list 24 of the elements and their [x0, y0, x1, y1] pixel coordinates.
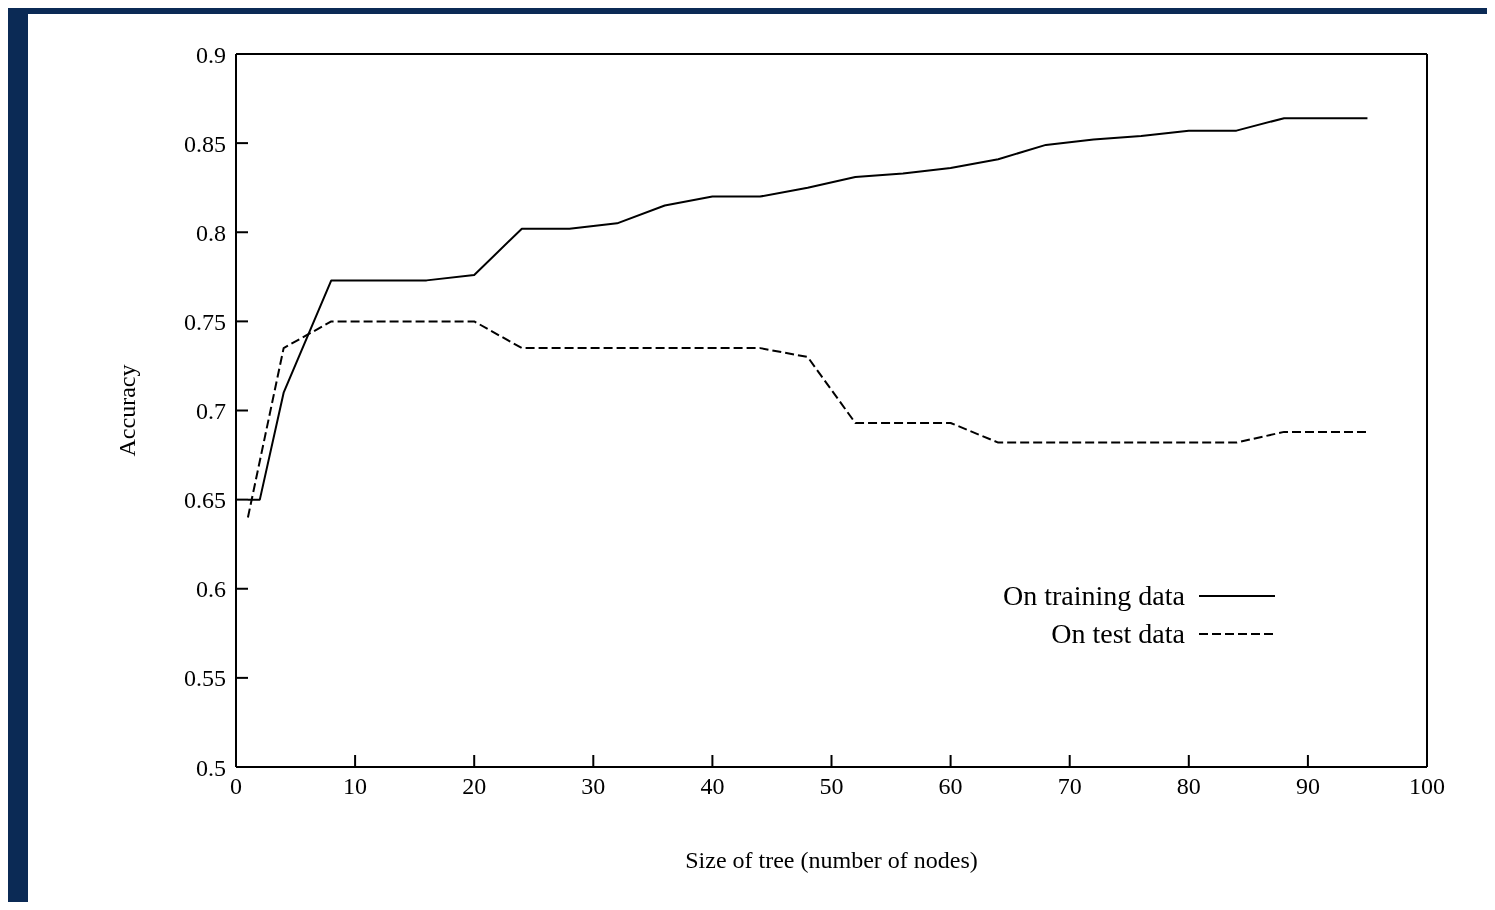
- y-tick-label: 0.65: [184, 487, 226, 514]
- legend-label: On training data: [1003, 580, 1185, 612]
- x-tick-label: 30: [581, 773, 606, 800]
- x-axis-title: Size of tree (number of nodes): [685, 847, 978, 873]
- x-tick-label: 70: [1057, 773, 1082, 800]
- x-tick-label: 60: [938, 773, 963, 800]
- y-tick-label: 0.9: [196, 41, 226, 68]
- legend-label: On test data: [1051, 618, 1185, 650]
- x-tick-label: 80: [1176, 773, 1201, 800]
- y-tick-label: 0.7: [196, 398, 226, 425]
- y-tick-label: 0.75: [184, 308, 226, 335]
- x-tick-label: 0: [230, 773, 242, 800]
- x-tick-label: 40: [700, 773, 725, 800]
- x-tick-label: 10: [343, 773, 368, 800]
- y-tick-label: 0.6: [196, 576, 226, 603]
- x-tick-label: 100: [1409, 773, 1445, 800]
- x-tick-label: 20: [462, 773, 487, 800]
- y-tick-label: 0.8: [196, 219, 226, 246]
- x-tick-label: 50: [819, 773, 844, 800]
- y-axis-title: Accuracy: [113, 364, 140, 457]
- y-tick-label: 0.85: [184, 130, 226, 157]
- y-tick-label: 0.5: [196, 754, 226, 781]
- y-tick-label: 0.55: [184, 665, 226, 692]
- x-tick-label: 90: [1295, 773, 1320, 800]
